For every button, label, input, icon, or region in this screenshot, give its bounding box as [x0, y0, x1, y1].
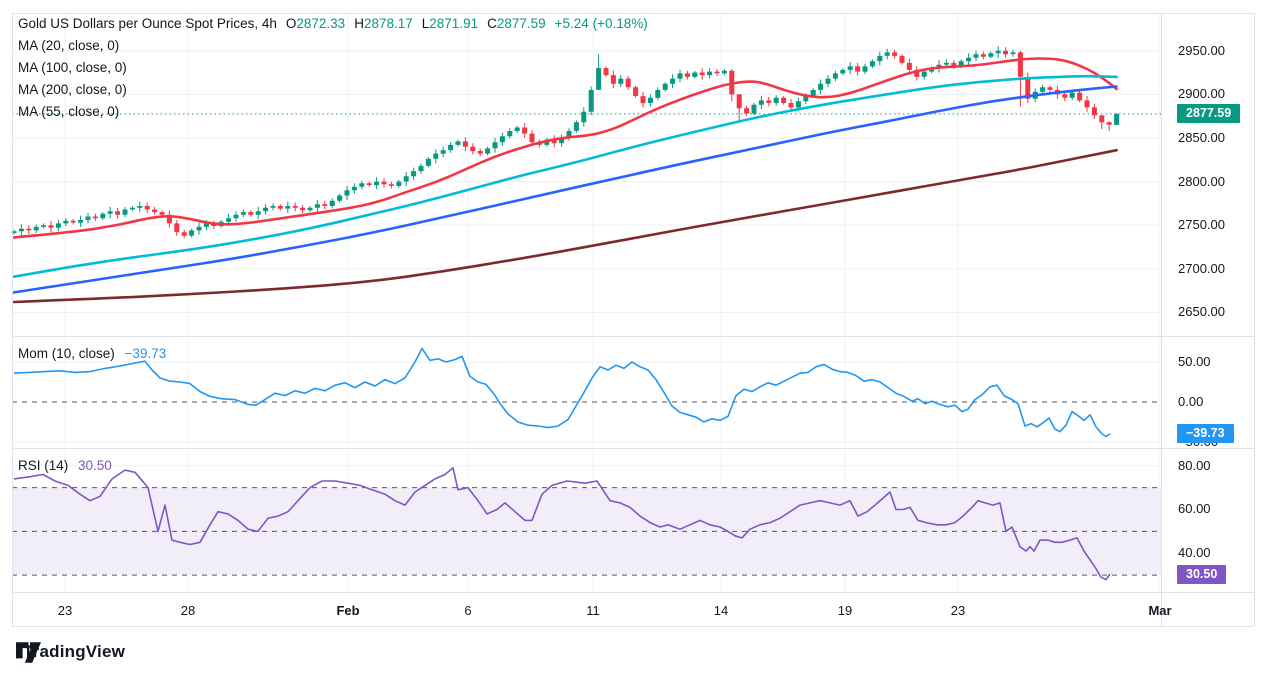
ohlc-open-label: O — [285, 16, 297, 31]
ohlc-open-value: 2872.33 — [296, 16, 346, 31]
ma-line-0[interactable] — [12, 57, 1118, 239]
ma20-legend[interactable]: MA (20, close, 0) — [18, 38, 120, 53]
ma-line-3[interactable] — [12, 148, 1118, 304]
ma200-legend[interactable]: MA (200, close, 0) — [18, 82, 127, 97]
ohlc-close-label: C — [487, 16, 497, 31]
rsi-badge: 30.50 — [1177, 564, 1227, 584]
momentum-legend[interactable]: Mom (10, close) −39.73 — [18, 346, 166, 361]
ma55-legend[interactable]: MA (55, close, 0) — [18, 104, 120, 119]
price-tick: 2650.00 — [1178, 304, 1225, 320]
rsi-line[interactable] — [13, 467, 1111, 581]
time-tick-23: 23 — [57, 603, 73, 618]
symbol-legend[interactable]: Gold US Dollars per Ounce Spot Prices, 4… — [18, 16, 648, 31]
ohlc-high-value: 2878.17 — [363, 16, 413, 31]
rsi-tick: 60.00 — [1178, 501, 1211, 517]
rsi-label: RSI (14) — [18, 458, 69, 473]
rsi-tick: 80.00 — [1178, 457, 1211, 473]
ohlc-high-label: H — [354, 16, 364, 31]
ma100-legend[interactable]: MA (100, close, 0) — [18, 60, 127, 75]
rsi-legend[interactable]: RSI (14) 30.50 — [18, 458, 112, 473]
price-tick: 2700.00 — [1178, 260, 1225, 276]
price-tick: 2800.00 — [1178, 173, 1225, 189]
time-tick-28: 28 — [180, 603, 196, 618]
change-value: +5.24 (+0.18%) — [554, 16, 648, 31]
time-tick-6: 6 — [464, 603, 472, 618]
momentum-tick: 0.00 — [1178, 394, 1204, 409]
candle-wicks-up — [13, 46, 1118, 238]
tradingview-link[interactable]: TradingView — [16, 642, 126, 663]
momentum-line[interactable] — [13, 347, 1111, 438]
tradingview-wordmark: TradingView — [23, 642, 126, 661]
ohlc-close-value: 2877.59 — [496, 16, 546, 31]
momentum-badge: −39.73 — [1177, 424, 1234, 444]
momentum-value: −39.73 — [124, 346, 167, 361]
time-tick-11: 11 — [586, 603, 600, 618]
symbol-title: Gold US Dollars per Ounce Spot Prices, 4… — [18, 16, 277, 31]
price-tick: 2900.00 — [1178, 86, 1225, 102]
last-price-badge: 2877.59 — [1177, 104, 1241, 124]
candles-up — [11, 50, 1120, 236]
price-tick: 2950.00 — [1178, 42, 1225, 58]
ohlc-low-label: L — [421, 16, 430, 31]
momentum-tick: 50.00 — [1178, 354, 1211, 369]
time-tick-23: 23 — [950, 603, 966, 618]
momentum-label: Mom (10, close) — [18, 346, 115, 361]
rsi-tick: 40.00 — [1178, 545, 1211, 561]
price-tick: 2850.00 — [1178, 129, 1225, 145]
time-tick-14: 14 — [713, 603, 729, 618]
time-tick-feb: Feb — [336, 603, 360, 618]
ohlc-low-value: 2871.91 — [429, 16, 479, 31]
rsi-value: 30.50 — [78, 458, 112, 473]
price-tick: 2750.00 — [1178, 217, 1225, 233]
candle-wicks-down — [28, 47, 1110, 239]
time-tick-19: 19 — [837, 603, 853, 618]
time-tick-mar: Mar — [1148, 603, 1172, 618]
ma-line-1[interactable] — [12, 74, 1118, 278]
ma-line-2[interactable] — [12, 85, 1118, 294]
candles-down — [26, 50, 1112, 236]
